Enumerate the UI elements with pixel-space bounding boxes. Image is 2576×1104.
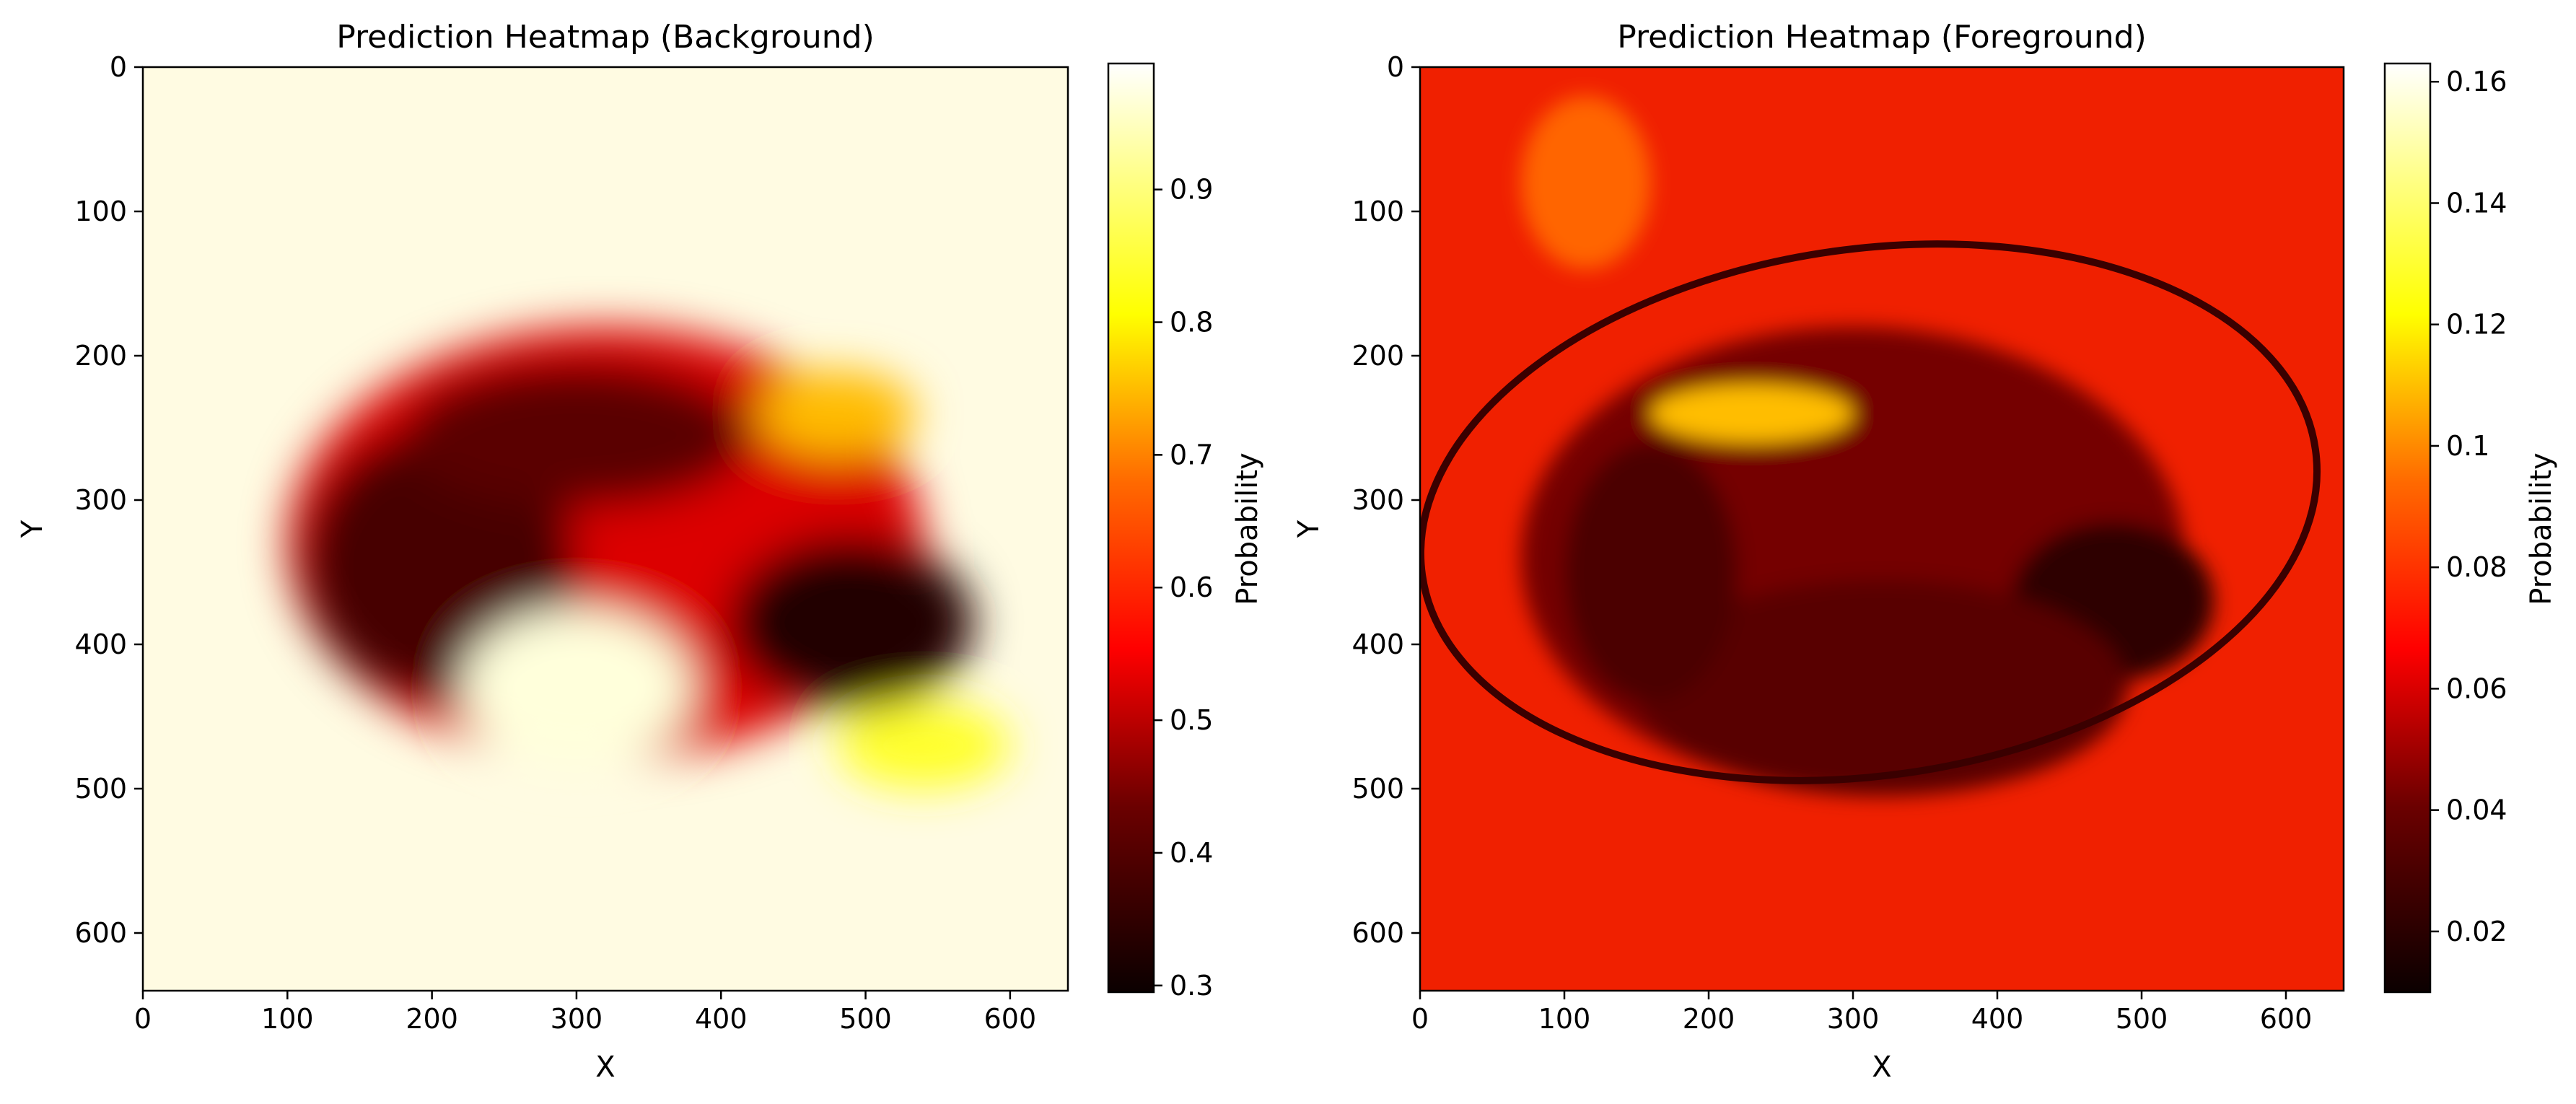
heatmap-region (757, 370, 916, 457)
x-tick-label: 600 (984, 1003, 1037, 1035)
x-axis: 0 100 200 300 400 500 600 (1411, 991, 2312, 1035)
heatmap-region (1651, 385, 1853, 442)
y-tick-label: 100 (1351, 196, 1404, 227)
y-tick-label: 500 (74, 773, 127, 805)
colorbar-tick-label: 0.1 (2446, 430, 2489, 462)
y-tick-label: 500 (1351, 773, 1404, 805)
x-tick-label: 200 (406, 1003, 458, 1035)
heatmap-regions (287, 327, 1010, 789)
x-tick-label: 200 (1683, 1003, 1735, 1035)
colorbar-tick-label: 0.3 (1170, 970, 1213, 1002)
x-tick-label: 300 (551, 1003, 603, 1035)
plot-area (1420, 67, 2344, 991)
colorbar-label: Probability (1231, 452, 1264, 605)
chart-title: Prediction Heatmap (Background) (336, 19, 875, 56)
x-axis-label: X (1872, 1051, 1891, 1084)
x-tick-label: 500 (839, 1003, 892, 1035)
heatmap-region (1521, 96, 1651, 269)
colorbar-ticks: 0.02 0.04 0.06 0.08 0.1 0.12 0.14 0.16 (2430, 66, 2507, 947)
plot-area (143, 67, 1068, 991)
heatmap-region (460, 608, 693, 767)
colorbar-ticks: 0.3 0.4 0.5 0.6 0.7 0.8 0.9 (1154, 174, 1213, 1002)
colorbar-gradient (1107, 62, 1155, 994)
heatmap-region (1637, 579, 2127, 796)
x-tick-label: 0 (134, 1003, 152, 1035)
colorbar-tick-label: 0.16 (2446, 66, 2507, 97)
heatmap-region (728, 536, 974, 709)
y-tick-label: 0 (1387, 51, 1404, 83)
plate-rim (1420, 240, 2321, 784)
colorbar-tick-label: 0.02 (2446, 916, 2507, 947)
y-tick-label: 400 (74, 628, 127, 660)
chart-title: Prediction Heatmap (Foreground) (1617, 19, 2147, 56)
y-axis-label: Y (1292, 520, 1326, 538)
x-tick-label: 0 (1411, 1003, 1429, 1035)
colorbar-tick-label: 0.12 (2446, 309, 2507, 341)
plot-frame (1419, 66, 2345, 992)
colorbar-tick-label: 0.08 (2446, 551, 2507, 583)
y-tick-label: 200 (74, 340, 127, 372)
colorbar-tick-label: 0.6 (1170, 571, 1213, 603)
colorbar: 0.02 0.04 0.06 0.08 0.1 0.12 0.14 0.16 Probabil… (2383, 62, 2558, 994)
y-tick-label: 200 (1351, 340, 1404, 372)
x-tick-label: 300 (1827, 1003, 1880, 1035)
x-tick-label: 100 (261, 1003, 314, 1035)
plot-frame (141, 66, 1069, 992)
y-axis: 0 100 200 300 400 500 600 (74, 51, 143, 949)
panel-foreground: Prediction Heatmap (Foreground) 0 100 200 3… (1292, 19, 2558, 1084)
colorbar-tick-label: 0.4 (1170, 837, 1213, 869)
colorbar-gradient (2383, 62, 2432, 994)
x-axis: 0 100 200 300 400 500 600 (134, 991, 1036, 1035)
x-tick-label: 600 (2260, 1003, 2313, 1035)
colorbar-tick-label: 0.06 (2446, 673, 2507, 704)
colorbar-tick-label: 0.7 (1170, 439, 1213, 470)
colorbar: 0.3 0.4 0.5 0.6 0.7 0.8 0.9 Probability (1107, 62, 1264, 1002)
x-tick-label: 400 (695, 1003, 748, 1035)
x-tick-label: 100 (1538, 1003, 1591, 1035)
heatmap-regions (1521, 96, 2214, 796)
heatmap-region (403, 363, 750, 507)
y-axis: 0 100 200 300 400 500 600 (1351, 51, 1420, 949)
colorbar-tick-label: 0.8 (1170, 307, 1213, 338)
colorbar-tick-label: 0.04 (2446, 794, 2507, 826)
y-tick-label: 300 (74, 484, 127, 516)
heatmap-region (1564, 442, 1738, 702)
colorbar-label: Probability (2525, 452, 2558, 605)
y-tick-label: 300 (1351, 484, 1404, 516)
y-axis-label: Y (16, 520, 49, 538)
y-tick-label: 600 (1351, 917, 1404, 949)
x-tick-label: 400 (1971, 1003, 2024, 1035)
y-tick-label: 100 (74, 196, 127, 227)
y-tick-label: 0 (110, 51, 127, 83)
colorbar-tick-label: 0.14 (2446, 187, 2507, 219)
y-tick-label: 600 (74, 917, 127, 949)
y-tick-label: 400 (1351, 628, 1404, 660)
x-axis-label: X (595, 1051, 615, 1084)
colorbar-tick-label: 0.5 (1170, 704, 1213, 736)
panel-background: Prediction Heatmap (Background) 0 100 200 3… (16, 19, 1264, 1084)
x-tick-label: 500 (2116, 1003, 2168, 1035)
colorbar-tick-label: 0.9 (1170, 174, 1213, 206)
heatmap-region (836, 702, 1010, 789)
